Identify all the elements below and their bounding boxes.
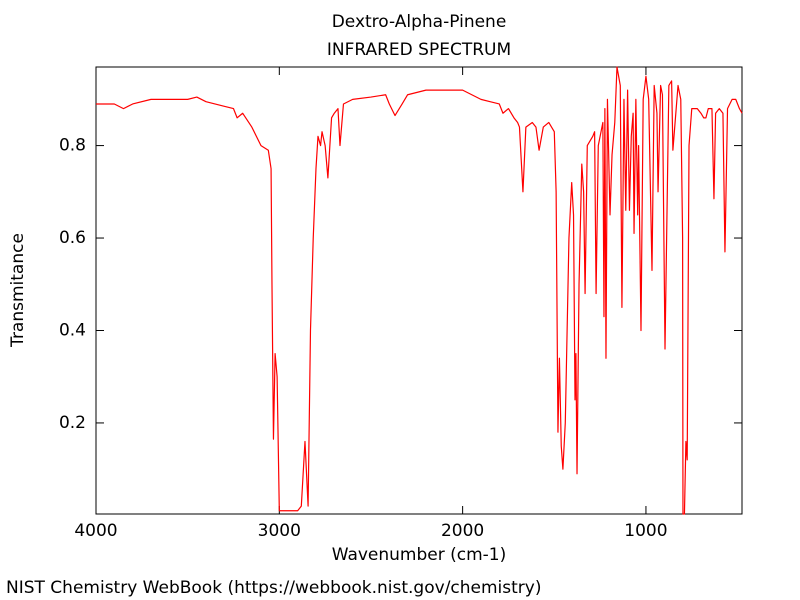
plot-frame <box>95 66 743 515</box>
y-tick-label: 0.2 <box>59 413 86 433</box>
x-tick-label: 1000 <box>624 521 667 541</box>
x-tick-label: 2000 <box>441 521 484 541</box>
y-tick-label: 0.6 <box>59 228 86 248</box>
x-tick-label: 4000 <box>74 521 117 541</box>
x-axis-label: Wavenumber (cm-1) <box>332 545 507 565</box>
y-tick-label: 0.4 <box>59 320 86 340</box>
y-axis-label: Transmitance <box>8 233 28 348</box>
x-tick-label: 3000 <box>258 521 301 541</box>
footer: NIST Chemistry WebBook (https://webbook.… <box>6 578 541 598</box>
y-tick-label: 0.8 <box>59 136 86 156</box>
spectrum-line <box>96 66 743 515</box>
chart-subtitle: INFRARED SPECTRUM <box>327 40 511 60</box>
chart-title: Dextro-Alpha-Pinene <box>332 12 507 32</box>
